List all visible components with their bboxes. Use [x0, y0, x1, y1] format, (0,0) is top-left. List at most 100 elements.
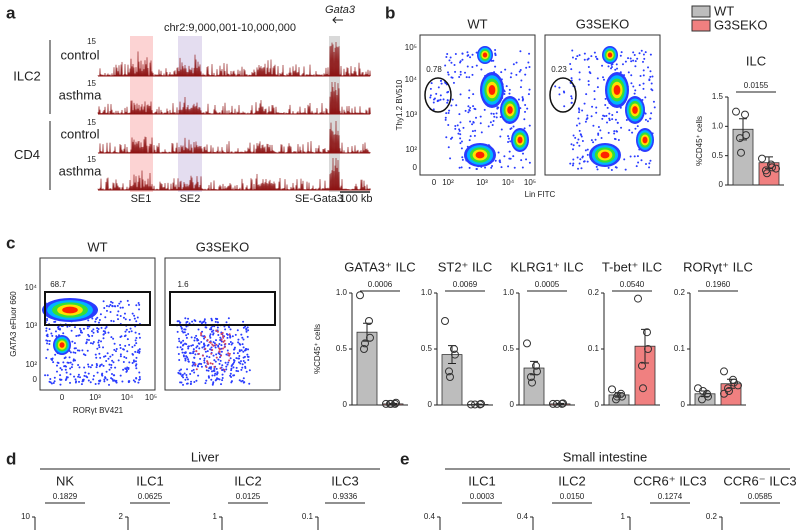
event-dot: [180, 348, 183, 351]
event-dot: [226, 336, 229, 339]
event-dot: [138, 336, 141, 339]
x-tick-label: 10⁵: [145, 393, 157, 402]
x-tick-label: 10²: [442, 178, 454, 187]
event-dot: [110, 372, 113, 375]
event-dot: [79, 329, 82, 332]
event-dot: [432, 101, 435, 104]
y-tick-label: 0: [428, 400, 433, 409]
event-dot: [73, 347, 76, 350]
event-dot: [578, 108, 581, 111]
event-dot: [115, 347, 118, 350]
y-tick-label: 0: [413, 163, 418, 172]
p-value: 0.9336: [333, 492, 358, 501]
event-dot: [640, 159, 643, 162]
data-point: [523, 339, 531, 348]
y-tick-label: 0.2: [674, 288, 686, 297]
event-dot: [242, 320, 245, 323]
event-dot: [213, 368, 216, 371]
y-tick-label: 10²: [25, 360, 37, 369]
event-dot: [84, 371, 87, 374]
event-dot: [123, 355, 126, 358]
event-dot: [468, 96, 471, 99]
event-dot: [210, 330, 213, 333]
event-dot: [112, 361, 115, 364]
event-dot: [241, 379, 244, 382]
event-dot: [209, 336, 212, 339]
event-dot: [624, 168, 627, 171]
event-dot: [110, 366, 113, 369]
event-dot: [135, 356, 138, 359]
event-dot: [229, 372, 232, 375]
event-dot: [90, 330, 93, 333]
p-value: 0.0625: [138, 492, 163, 501]
event-dot: [100, 340, 103, 343]
event-dot: [597, 126, 600, 129]
event-dot: [442, 98, 445, 101]
event-dot: [188, 322, 191, 325]
event-dot: [218, 348, 221, 351]
event-dot: [113, 348, 116, 351]
event-dot: [97, 328, 100, 331]
event-dot: [475, 51, 478, 54]
event-dot: [610, 67, 613, 70]
event-dot: [97, 341, 100, 344]
event-dot: [223, 339, 226, 342]
event-dot: [489, 121, 492, 124]
y-tick-label: 1.0: [503, 288, 515, 297]
event-dot: [46, 342, 49, 345]
event-dot: [248, 382, 251, 385]
event-dot: [96, 347, 99, 350]
event-dot: [110, 300, 113, 303]
event-dot: [187, 347, 190, 350]
event-dot: [447, 146, 450, 149]
event-dot: [510, 127, 513, 130]
track-label: asthma: [59, 163, 102, 178]
event-dot: [472, 105, 475, 108]
event-dot: [576, 141, 579, 144]
event-dot: [578, 111, 581, 114]
event-dot: [184, 342, 187, 345]
event-dot: [468, 89, 471, 92]
event-dot: [239, 343, 242, 346]
event-dot: [578, 162, 581, 165]
track-scale: 15: [87, 37, 96, 46]
event-dot: [527, 61, 530, 64]
chart-title: T-bet⁺ ILC: [602, 259, 662, 274]
event-dot: [87, 379, 90, 382]
event-dot: [87, 372, 90, 375]
event-dot: [230, 369, 233, 372]
y-tick-label: 0.2: [706, 512, 718, 521]
event-dot: [218, 362, 221, 365]
x-tick-label: 10³: [476, 178, 488, 187]
event-dot: [228, 352, 231, 355]
event-dot: [192, 368, 195, 371]
event-dot: [432, 108, 435, 111]
y-axis-label: %CD45⁺ cells: [313, 324, 322, 374]
event-dot: [208, 356, 211, 359]
event-dot: [446, 71, 449, 74]
event-dot: [94, 353, 97, 356]
event-dot: [208, 367, 211, 370]
event-dot: [507, 165, 510, 168]
event-dot: [642, 53, 645, 56]
event-dot: [52, 382, 55, 385]
event-dot: [211, 362, 214, 365]
event-dot: [228, 333, 231, 336]
event-dot: [640, 49, 643, 52]
event-dot: [218, 342, 221, 345]
event-dot: [460, 166, 463, 169]
event-dot: [577, 107, 580, 110]
bar: [356, 331, 378, 406]
p-value: 0.0003: [470, 492, 495, 501]
event-dot: [135, 304, 138, 307]
event-dot: [500, 166, 503, 169]
data-point: [361, 339, 369, 348]
event-dot: [87, 319, 90, 322]
event-dot: [134, 360, 137, 363]
event-dot: [52, 361, 55, 364]
event-dot: [220, 344, 223, 347]
event-dot: [224, 361, 227, 364]
event-dot: [53, 376, 56, 379]
scale-bar-label: 100 kb: [339, 193, 372, 205]
event-dot: [246, 326, 249, 329]
